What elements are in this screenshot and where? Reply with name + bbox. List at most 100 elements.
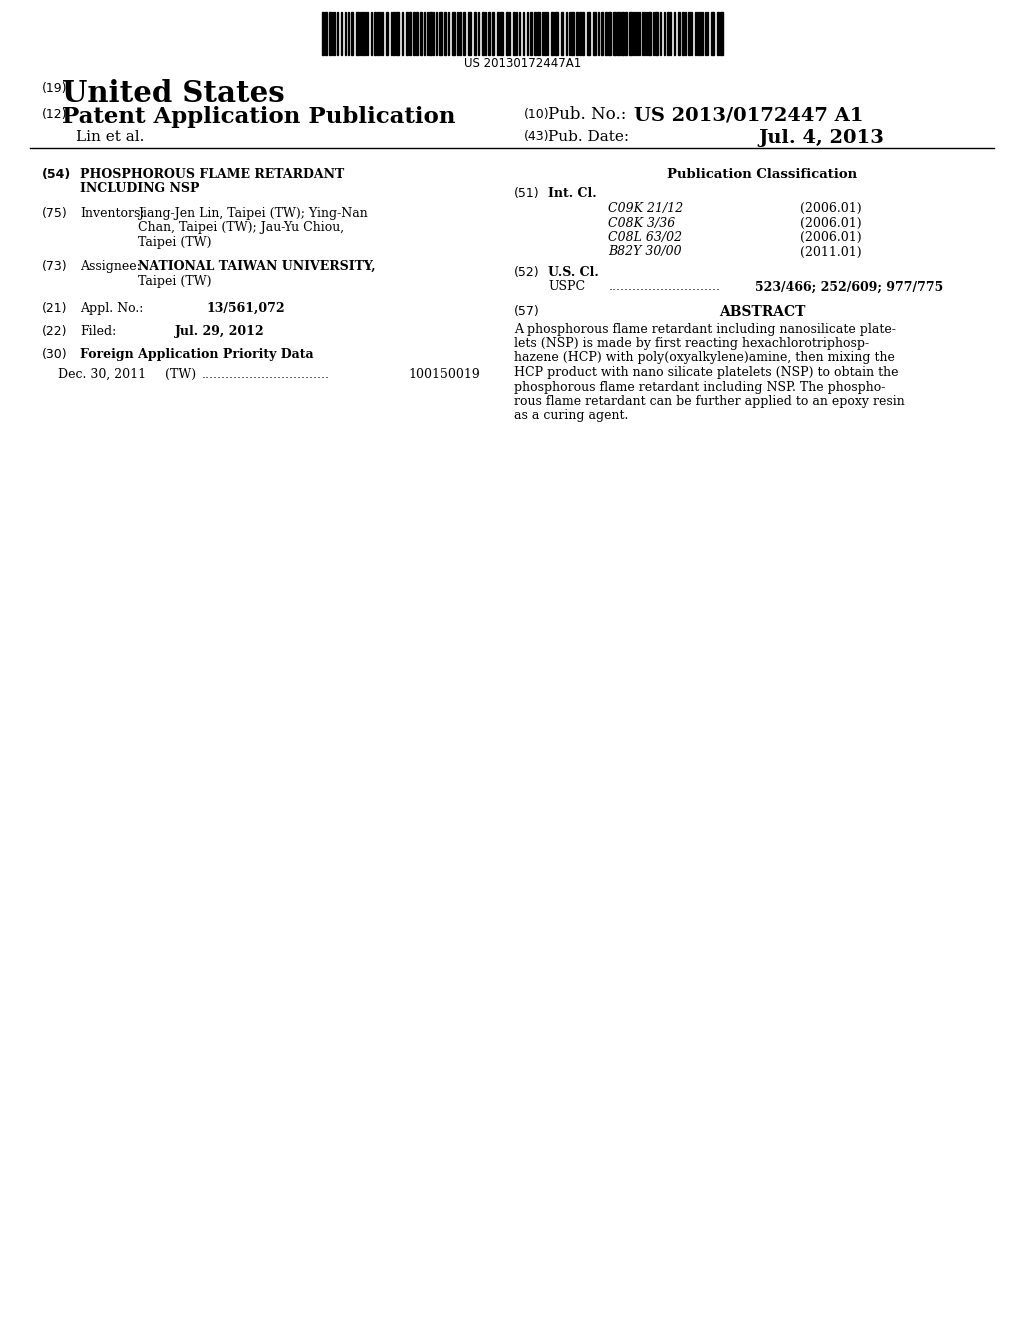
Text: (2006.01): (2006.01)	[800, 202, 861, 215]
Bar	[325, 12, 327, 55]
Text: USPC: USPC	[548, 281, 585, 293]
Bar	[322, 12, 324, 55]
Bar	[396, 12, 399, 55]
Bar	[492, 12, 494, 55]
Text: (73): (73)	[42, 260, 68, 273]
Text: Appl. No.:: Appl. No.:	[80, 302, 143, 315]
Text: Filed:: Filed:	[80, 325, 117, 338]
Bar	[613, 12, 616, 55]
Text: (2006.01): (2006.01)	[800, 216, 861, 230]
Text: Jul. 29, 2012: Jul. 29, 2012	[175, 325, 264, 338]
Text: Chan, Taipei (TW); Jau-Yu Chiou,: Chan, Taipei (TW); Jau-Yu Chiou,	[138, 222, 344, 235]
Bar	[413, 12, 415, 55]
Text: PHOSPHOROUS FLAME RETARDANT: PHOSPHOROUS FLAME RETARDANT	[80, 168, 344, 181]
Bar	[482, 12, 484, 55]
Bar	[356, 12, 359, 55]
Text: Int. Cl.: Int. Cl.	[548, 187, 597, 201]
Bar	[406, 12, 408, 55]
Bar	[497, 12, 499, 55]
Bar	[711, 12, 714, 55]
Text: NATIONAL TAIWAN UNIVERSITY,: NATIONAL TAIWAN UNIVERSITY,	[138, 260, 376, 273]
Bar	[629, 12, 632, 55]
Text: U.S. Cl.: U.S. Cl.	[548, 267, 599, 279]
Bar	[621, 12, 624, 55]
Bar	[601, 12, 603, 55]
Bar	[587, 12, 590, 55]
Text: (19): (19)	[42, 82, 68, 95]
Bar	[720, 12, 723, 55]
Bar	[439, 12, 442, 55]
Bar	[374, 12, 376, 55]
Text: Foreign Application Priority Data: Foreign Application Priority Data	[80, 348, 313, 360]
Bar	[468, 12, 471, 55]
Text: (54): (54)	[42, 168, 72, 181]
Bar	[682, 12, 684, 55]
Bar	[537, 12, 540, 55]
Text: C08L 63/02: C08L 63/02	[608, 231, 682, 244]
Text: US 20130172447A1: US 20130172447A1	[464, 57, 582, 70]
Text: (57): (57)	[514, 305, 540, 318]
Text: B82Y 30/00: B82Y 30/00	[608, 246, 682, 259]
Bar	[593, 12, 596, 55]
Text: (2006.01): (2006.01)	[800, 231, 861, 244]
Bar	[608, 12, 611, 55]
Text: Jiang-Jen Lin, Taipei (TW); Ying-Nan: Jiang-Jen Lin, Taipei (TW); Ying-Nan	[138, 207, 368, 220]
Bar	[717, 12, 719, 55]
Bar	[534, 12, 536, 55]
Text: (51): (51)	[514, 187, 540, 201]
Bar	[409, 12, 411, 55]
Text: hazene (HCP) with poly(oxyalkylene)amine, then mixing the: hazene (HCP) with poly(oxyalkylene)amine…	[514, 351, 895, 364]
Text: Jul. 4, 2013: Jul. 4, 2013	[758, 129, 884, 147]
Text: (52): (52)	[514, 267, 540, 279]
Bar	[582, 12, 584, 55]
Bar	[500, 12, 503, 55]
Bar	[429, 12, 432, 55]
Text: HCP product with nano silicate platelets (NSP) to obtain the: HCP product with nano silicate platelets…	[514, 366, 898, 379]
Text: Dec. 30, 2011: Dec. 30, 2011	[58, 368, 146, 381]
Text: ............................: ............................	[609, 281, 721, 293]
Text: lets (NSP) is made by first reacting hexachlorotriphosp-: lets (NSP) is made by first reacting hex…	[514, 337, 869, 350]
Text: Patent Application Publication: Patent Application Publication	[62, 106, 456, 128]
Bar	[561, 12, 563, 55]
Text: C08K 3/36: C08K 3/36	[608, 216, 675, 230]
Text: (10): (10)	[524, 108, 550, 121]
Text: United States: United States	[62, 79, 285, 108]
Bar	[416, 12, 418, 55]
Bar	[474, 12, 476, 55]
Text: Pub. No.:: Pub. No.:	[548, 106, 627, 123]
Bar	[329, 12, 331, 55]
Bar	[678, 12, 680, 55]
Text: Lin et al.: Lin et al.	[76, 129, 144, 144]
Text: ABSTRACT: ABSTRACT	[719, 305, 805, 318]
Bar	[625, 12, 627, 55]
Text: Publication Classification: Publication Classification	[667, 168, 857, 181]
Bar	[579, 12, 581, 55]
Bar	[488, 12, 490, 55]
Text: A phosphorous flame retardant including nanosilicate plate-: A phosphorous flame retardant including …	[514, 322, 896, 335]
Text: 523/466; 252/609; 977/775: 523/466; 252/609; 977/775	[755, 281, 943, 293]
Text: Taipei (TW): Taipei (TW)	[138, 275, 212, 288]
Text: as a curing agent.: as a curing agent.	[514, 409, 629, 422]
Text: (TW): (TW)	[165, 368, 197, 381]
Text: Inventors:: Inventors:	[80, 207, 144, 220]
Bar	[452, 12, 455, 55]
Bar	[377, 12, 379, 55]
Bar	[551, 12, 554, 55]
Text: (2011.01): (2011.01)	[800, 246, 861, 259]
Bar	[571, 12, 574, 55]
Text: (21): (21)	[42, 302, 68, 315]
Text: (30): (30)	[42, 348, 68, 360]
Bar	[506, 12, 508, 55]
Text: (43): (43)	[524, 129, 550, 143]
Bar	[459, 12, 461, 55]
Bar	[617, 12, 620, 55]
Text: (12): (12)	[42, 108, 68, 121]
Text: 13/561,072: 13/561,072	[207, 302, 286, 315]
Text: phosphorous flame retardant including NSP. The phospho-: phosphorous flame retardant including NS…	[514, 380, 886, 393]
Text: (75): (75)	[42, 207, 68, 220]
Bar	[444, 12, 446, 55]
Text: 100150019: 100150019	[408, 368, 480, 381]
Bar	[463, 12, 465, 55]
Text: C09K 21/12: C09K 21/12	[608, 202, 683, 215]
Bar	[362, 12, 364, 55]
